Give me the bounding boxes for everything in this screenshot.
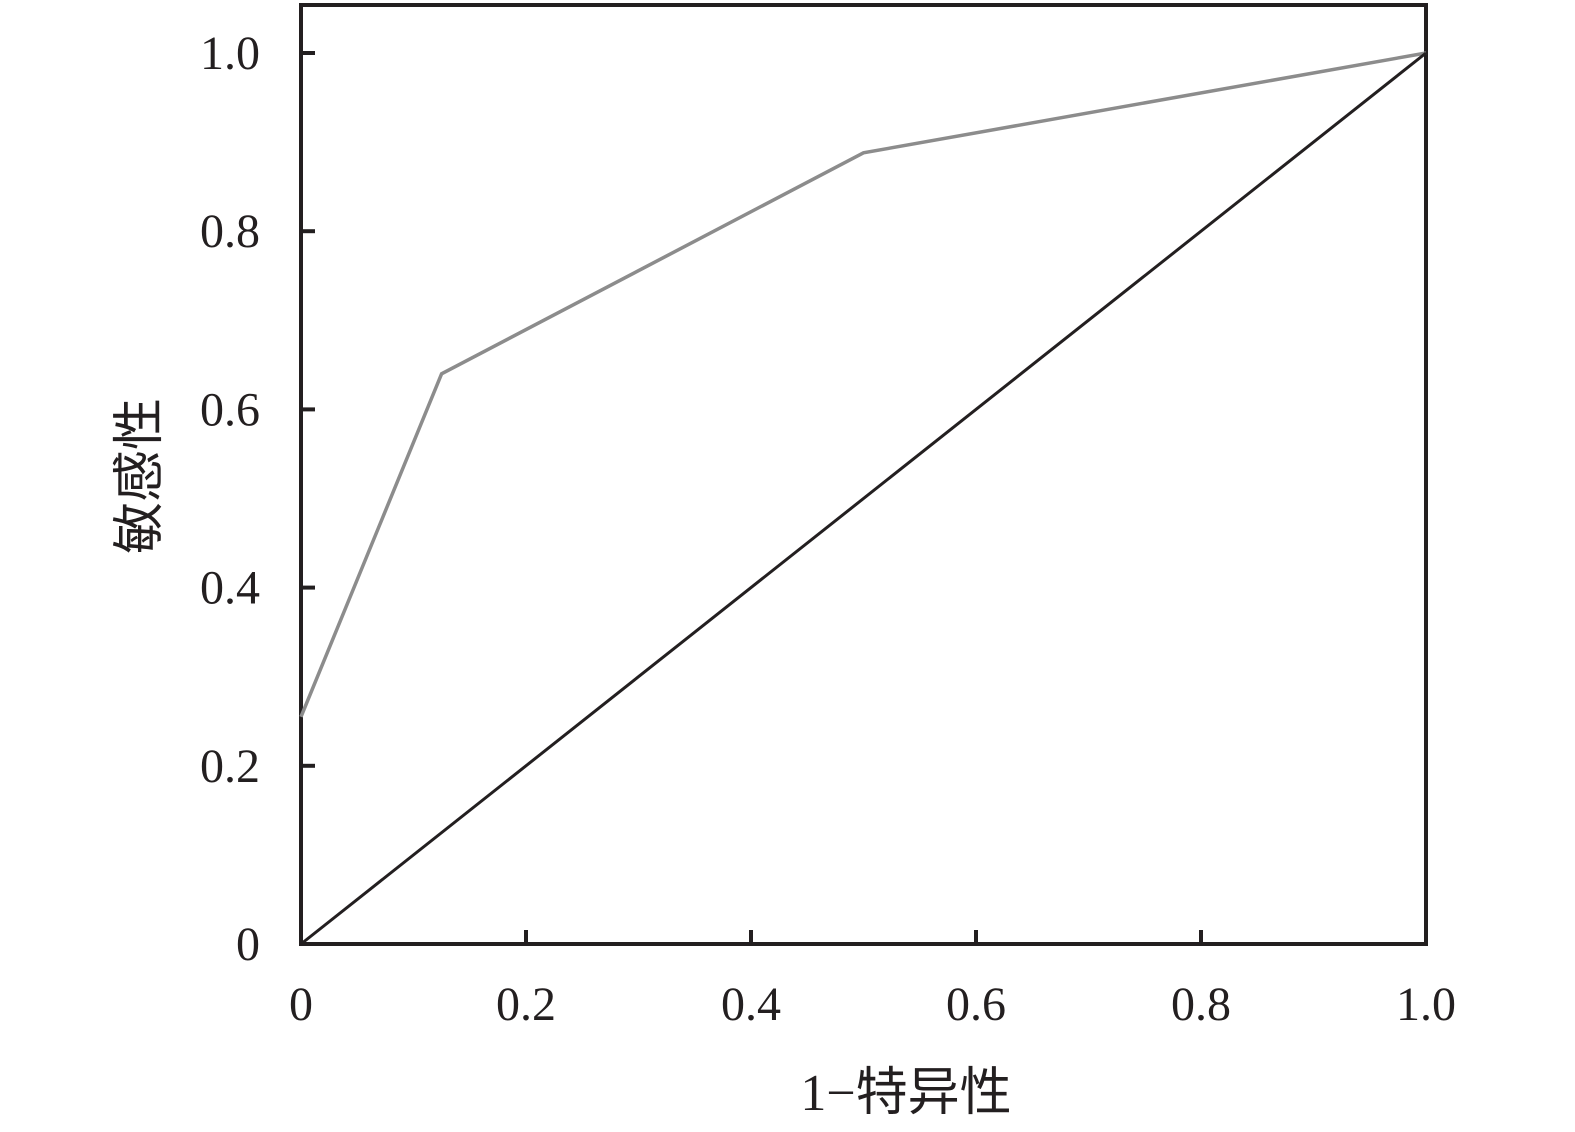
y-tick-label: 0.2	[200, 740, 260, 793]
y-axis-title: 敏感性	[112, 398, 169, 554]
x-tick-label: 0.2	[496, 978, 556, 1031]
x-tick-label: 0	[289, 978, 313, 1031]
y-tick-label: 0.4	[200, 562, 260, 615]
series-group	[299, 51, 1427, 946]
x-tick-label: 0.8	[1171, 978, 1231, 1031]
x-tick-label: 0.6	[946, 978, 1006, 1031]
y-tick-label: 0	[236, 918, 260, 971]
roc-curve-line	[299, 51, 1427, 718]
x-axis-title: 1−特异性	[800, 1065, 1011, 1122]
labels-group: 0 0.2 0.4 0.6 0.8 1.0 0 0.2 0.4 0.6 0.8 1.0	[200, 27, 1456, 1031]
y-tick-label: 0.6	[200, 383, 260, 436]
x-tick-label: 1.0	[1396, 978, 1456, 1031]
plot-frame	[299, 3, 1428, 946]
y-tick-label: 1.0	[200, 27, 260, 80]
y-tick-label: 0.8	[200, 205, 260, 258]
ticks-group	[301, 51, 1203, 944]
reference-diagonal-line	[300, 51, 1427, 946]
plot-frame-group	[299, 3, 1428, 946]
x-tick-label: 0.4	[721, 978, 781, 1031]
